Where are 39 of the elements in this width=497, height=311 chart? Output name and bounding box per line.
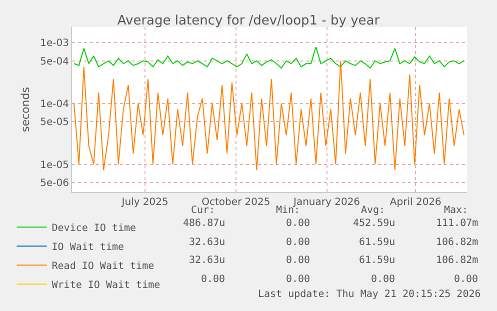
text: 0.00 (286, 218, 310, 229)
text: 0.00 (371, 274, 396, 285)
text: 452.59u (353, 218, 396, 229)
legend-label: IO Wait time (52, 242, 124, 254)
y-tick-label: 5e-06 (40, 178, 69, 190)
text: 32.63u (189, 255, 226, 266)
y-tick-label: 1e-03 (40, 38, 69, 50)
y-tick-label: 5e-05 (40, 117, 69, 128)
legend-label: Device IO time (52, 223, 136, 234)
x-tick-label: July 2025 (120, 197, 168, 208)
text: 0.00 (201, 274, 226, 285)
text: Min: (276, 205, 300, 216)
text: 0.00 (286, 274, 310, 285)
text: 486.87u (183, 218, 226, 229)
text: 106.82m (436, 237, 478, 248)
legend-label: Read IO Wait time (52, 261, 154, 272)
y-tick-label: 5e-04 (40, 56, 69, 68)
text: 61.59u (359, 255, 396, 266)
text: Max: (444, 205, 468, 216)
text: 0.00 (286, 255, 310, 266)
line-series (73, 60, 465, 171)
x-tick-label: April 2026 (390, 197, 442, 208)
x-tick-label: January 2026 (292, 197, 360, 208)
text: 111.07m (436, 218, 478, 229)
legend-label: Write IO Wait time (52, 280, 160, 292)
text: 32.63u (189, 237, 226, 248)
text: Last update: Thu May 21 20:15:25 2026 (258, 289, 481, 300)
chart-title: Average latency for /dev/loop1 - by year (117, 14, 380, 29)
text: 0.00 (286, 237, 310, 248)
text: 106.82m (436, 255, 478, 266)
text: 61.59u (359, 237, 396, 248)
x-tick-label: October 2025 (202, 197, 270, 208)
text: 0.00 (454, 274, 478, 285)
y-tick-label: 1e-05 (40, 160, 69, 171)
line-series (73, 46, 465, 69)
y-tick-label: 1e-04 (40, 98, 69, 110)
y-axis-title: seconds (18, 86, 32, 132)
text: Avg: (361, 205, 386, 216)
text: Cur: (191, 205, 216, 216)
